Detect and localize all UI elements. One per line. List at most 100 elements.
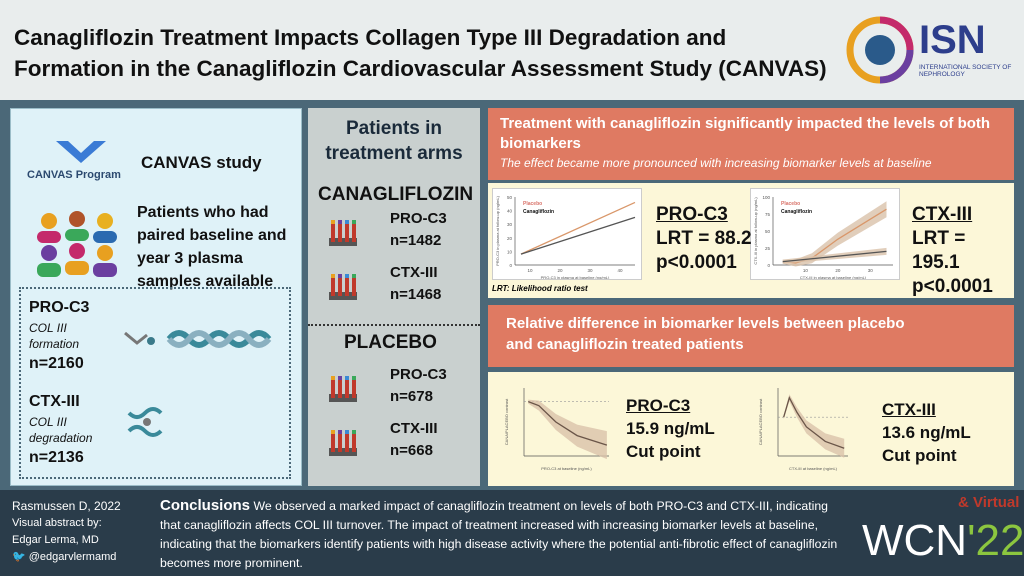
- marker-n: n=2136: [29, 449, 84, 466]
- conclusions-title: Conclusions: [160, 497, 251, 514]
- wcn-year: '22: [967, 516, 1024, 565]
- treatment-arms-panel: Patients in treatment arms CANAGLIFLOZIN…: [308, 108, 480, 486]
- arm-marker: CTX-III: [390, 264, 438, 281]
- marker-desc: degradation: [29, 431, 93, 445]
- y-tick-label: 100: [762, 195, 770, 200]
- y-axis-label: CTX-III in plasma at follow-up (ng/mL): [753, 197, 758, 265]
- y-axis-label: PRO-C3 in plasma at follow-up (ng/mL): [495, 195, 500, 265]
- x-tick-label: 10: [527, 268, 533, 273]
- twitter-handle: @edgarvlermamd: [28, 551, 117, 563]
- confidence-band: [782, 247, 887, 264]
- page-title: Canagliflozin Treatment Impacts Collagen…: [14, 25, 827, 81]
- collagen-degradation-icon: [127, 407, 163, 437]
- cut-label: Cut point: [882, 446, 957, 465]
- p-value: p<0.0001: [656, 252, 737, 273]
- arm-item: CTX-III n=1468: [328, 264, 478, 308]
- x-tick-label: 40: [617, 268, 623, 273]
- x-axis-label: PRO-C3 at baseline (ng/mL): [541, 466, 592, 471]
- cut-value: 13.6 ng/mL: [882, 423, 971, 442]
- markers-box: PRO-C3 COL III formation n=2160 CTX-III …: [19, 287, 291, 479]
- relative-difference-header: Relative difference in biomarker levels …: [488, 305, 1014, 367]
- y-tick-label: 0: [509, 263, 512, 268]
- test-tubes-icon: [329, 274, 357, 300]
- cut-point-panel: PRO-C3 at baseline (ng/mL) CANA/PLACEBO c…: [488, 372, 1014, 486]
- ctx-iii-cut-point: CTX-III 13.6 ng/mL Cut point: [882, 398, 971, 467]
- pro-c3-lrt: PRO-C3 LRT = 88.2 p<0.0001: [656, 203, 752, 275]
- x-tick-label: 30: [587, 268, 593, 273]
- canvas-program-logo: CANVAS Program: [27, 169, 121, 181]
- arm-n: n=1468: [390, 286, 442, 303]
- series-line-canagliflozin: [782, 250, 887, 263]
- marker-name: PRO-C3: [29, 299, 90, 316]
- y-tick-label: 75: [765, 212, 771, 217]
- marker-desc: formation: [29, 337, 80, 351]
- arm-n: n=678: [390, 388, 433, 405]
- marker-desc: COL III: [29, 321, 67, 335]
- wcn-logo: WCN'22: [862, 516, 1024, 566]
- pro-c3-cut-point: PRO-C3 15.9 ng/mL Cut point: [626, 394, 715, 463]
- isn-emblem-icon: [846, 16, 914, 84]
- x-tick-label: 20: [835, 268, 841, 273]
- series-line-canagliflozin: [520, 216, 636, 255]
- y-tick-label: 50: [507, 195, 513, 200]
- cut-value: 15.9 ng/mL: [626, 419, 715, 438]
- test-tubes-icon: [329, 220, 357, 246]
- chart-ctx-iii-followup: 10 20 30 0 25 50 75 100 CTX-III in plasma at bas…: [750, 188, 900, 280]
- lrt-value: LRT = 195.1: [912, 228, 966, 273]
- series-line-contrast: [783, 395, 845, 449]
- y-tick-label: 0: [767, 263, 770, 268]
- cut-name: PRO-C3: [626, 396, 691, 415]
- y-tick-label: 10: [507, 249, 513, 254]
- lrt-value: LRT = 88.2: [656, 228, 752, 249]
- confidence-band: [783, 394, 845, 458]
- canvas-logo-icon: [56, 141, 106, 163]
- x-tick-label: 30: [868, 268, 874, 273]
- legend-entry: Placebo: [523, 201, 542, 207]
- virtual-label: & Virtual: [958, 494, 1020, 511]
- people-icon: [37, 211, 117, 277]
- lrt-name: CTX-III: [912, 204, 973, 225]
- finding-subtitle: The effect became more pronounced with i…: [500, 156, 932, 170]
- lrt-note: LRT: Likelihood ratio test: [492, 284, 588, 293]
- y-tick-label: 40: [507, 209, 513, 214]
- y-axis-label: CANA/PLACEBO contrast: [504, 398, 509, 445]
- chart-pro-c3-contrast: PRO-C3 at baseline (ng/mL) CANA/PLACEBO c…: [504, 388, 609, 471]
- arm-name: PLACEBO: [344, 332, 437, 353]
- collagen-formation-icon: [124, 330, 272, 348]
- arm-name: CANAGLIFLOZIN: [318, 184, 474, 205]
- cut-name: CTX-III: [882, 400, 936, 419]
- y-tick-label: 50: [765, 229, 771, 234]
- arm-marker: PRO-C3: [390, 366, 447, 383]
- x-tick-label: 20: [557, 268, 563, 273]
- y-tick-label: 25: [765, 246, 771, 251]
- marker-desc: COL III: [29, 415, 67, 429]
- arm-marker: PRO-C3: [390, 210, 447, 227]
- conclusions-text: We observed a marked impact of canaglifl…: [160, 499, 838, 570]
- y-tick-label: 20: [507, 236, 513, 241]
- credits: Rasmussen D, 2022 Visual abstract by: Ed…: [12, 498, 121, 566]
- arm-item: PRO-C3 n=678: [328, 366, 478, 410]
- test-tubes-icon: [329, 430, 357, 456]
- twitter-link[interactable]: 🐦 @edgarvlermamd: [12, 549, 121, 566]
- ctx-iii-lrt: CTX-III LRT = 195.1 p<0.0001: [912, 203, 1014, 299]
- va-name: Edgar Lerma, MD: [12, 534, 99, 546]
- arm-n: n=668: [390, 442, 433, 459]
- arm-item: PRO-C3 n=1482: [328, 210, 478, 254]
- lrt-name: PRO-C3: [656, 204, 728, 225]
- y-axis-label: CANA/PLACEBO contrast: [758, 398, 763, 445]
- legend-entry: Canagliflozin: [781, 209, 812, 215]
- y-tick-label: 30: [507, 222, 513, 227]
- series-line-placebo: [520, 201, 636, 255]
- legend-entry: Placebo: [781, 201, 800, 207]
- header: Canagliflozin Treatment Impacts Collagen…: [0, 0, 1024, 100]
- finding-title: Treatment with canagliflozin significant…: [500, 115, 991, 152]
- chart-ctx-iii-contrast: CTX-III at baseline (ng/mL) CANA/PLACEBO …: [758, 388, 848, 471]
- test-tubes-icon: [329, 376, 357, 402]
- isn-subtitle: INTERNATIONAL SOCIETY OF NEPHROLOGY: [919, 64, 1012, 78]
- chart-pro-c3-followup: 10 20 30 40 0 10 20 30 40 50 PRO-C3 in plasma at b…: [492, 188, 642, 280]
- patients-description: Patients who had paired baseline and yea…: [137, 204, 287, 290]
- arm-marker: CTX-III: [390, 420, 438, 437]
- marker-n: n=2160: [29, 355, 84, 372]
- x-axis-label: CTX-III in plasma at baseline (ng/mL): [800, 275, 867, 280]
- isn-logo: ISN INTERNATIONAL SOCIETY OF NEPHROLOGY: [845, 12, 1020, 92]
